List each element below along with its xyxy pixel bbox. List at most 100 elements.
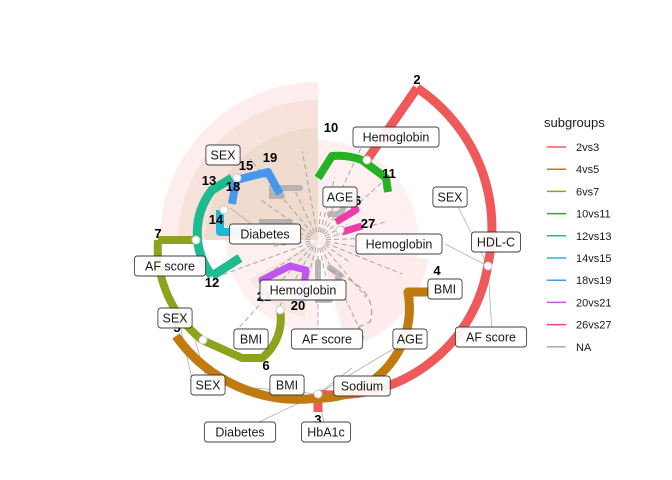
split-label: Hemoglobin: [355, 233, 443, 255]
connector-line: [317, 339, 409, 395]
split-label: Diabetes: [228, 223, 302, 245]
inner-spoke: [322, 245, 367, 298]
node-number: 3: [314, 412, 321, 427]
split-label-box: [203, 421, 277, 443]
node-number: 18: [226, 179, 240, 194]
legend: subgroups 2vs3 4vs5 6vs7 10vs11 12vs13 14vs15 1…: [544, 115, 611, 354]
split-label: Sodium: [333, 375, 391, 397]
legend-label: 12vs13: [576, 231, 611, 243]
legend-item: 18vs19: [547, 275, 611, 287]
node-dot: [335, 225, 345, 235]
split-label-box: [355, 233, 443, 255]
split-label: Diabetes: [203, 421, 277, 443]
split-label-text: HDL-C: [477, 236, 515, 250]
split-label: Hemoglobin: [352, 126, 440, 148]
legend-item: NA: [547, 342, 592, 354]
node-number: 4: [433, 263, 441, 278]
split-label-text: SEX: [162, 312, 188, 326]
inner-spoke: [323, 182, 383, 236]
legend-item: 14vs15: [547, 253, 611, 265]
node-dot: [275, 305, 285, 315]
legend-label: 14vs15: [576, 253, 611, 265]
split-label-box: [157, 307, 193, 329]
legend-label: 4vs5: [576, 164, 599, 176]
inner-spoke: [239, 245, 314, 328]
split-labels: Hemoglobin SEX AGE Hemoglobin SEX HDL-C Diabet…: [133, 126, 528, 443]
split-label-text: Hemoglobin: [366, 238, 433, 252]
legend-label: 20vs21: [576, 297, 611, 309]
node-dot: [313, 389, 323, 399]
connector-line: [444, 243, 489, 267]
edge-12vs13: [209, 254, 243, 280]
split-label-box: [228, 223, 302, 245]
background-bar: [206, 128, 318, 240]
split-label-box: [133, 255, 207, 277]
legend-item: 20vs21: [547, 297, 611, 309]
legend-label: 2vs3: [576, 142, 599, 154]
connector-line: [452, 196, 489, 267]
node-number: 19: [263, 150, 277, 165]
split-label-text: BMI: [434, 283, 456, 297]
legend-label: NA: [576, 342, 592, 354]
node-number: 12: [205, 275, 219, 290]
split-label: SEX: [157, 307, 193, 329]
split-label-box: [392, 328, 428, 350]
node-number: 20: [291, 298, 305, 313]
legend-label: 26vs27: [576, 320, 611, 332]
split-label-text: Diabetes: [215, 426, 264, 440]
split-label: SEX: [190, 374, 226, 396]
legend-item: 2vs3: [547, 142, 599, 154]
node-number: 6: [262, 358, 269, 373]
split-label-text: AF score: [302, 333, 352, 347]
split-label-text: BMI: [276, 379, 298, 393]
grey-dashed-edge: [329, 269, 373, 331]
node-number: 27: [361, 216, 375, 231]
legend-item: 12vs13: [547, 231, 611, 243]
split-label-text: SEX: [210, 149, 236, 163]
split-label-text: AF score: [145, 260, 195, 274]
split-label-box: [205, 144, 241, 166]
edge-2vs3: [363, 85, 421, 163]
inner-spoke: [306, 247, 317, 282]
split-label-box: [301, 421, 351, 443]
inner-spoke: [264, 244, 312, 277]
node-number: 11: [382, 166, 396, 181]
inner-spoke: [325, 221, 386, 239]
node-dot: [198, 335, 208, 345]
split-label-text: SEX: [195, 379, 221, 393]
split-label-box: [190, 374, 226, 396]
split-label-box: [432, 186, 468, 208]
split-label: SEX: [432, 186, 468, 208]
split-label: AF score: [454, 326, 528, 348]
split-label: HbA1c: [301, 421, 351, 443]
grey-edge: [269, 185, 303, 199]
node-dot: [219, 205, 229, 215]
node-dot: [483, 261, 493, 271]
split-label: BMI: [427, 278, 463, 300]
edge-10vs11: [314, 151, 392, 193]
node-dot: [362, 155, 372, 165]
split-label: AF score: [290, 328, 364, 350]
split-label-text: HbA1c: [307, 426, 345, 440]
split-label-box: [471, 231, 521, 253]
split-label-box: [352, 126, 440, 148]
split-label: AGE: [392, 328, 428, 350]
split-label-text: Diabetes: [240, 228, 289, 242]
split-label-text: Hemoglobin: [363, 131, 430, 145]
legend-label: 10vs11: [576, 209, 611, 221]
legend-label: 6vs7: [576, 186, 599, 198]
legend-item: 6vs7: [547, 186, 599, 198]
legend-item: 4vs5: [547, 164, 599, 176]
node-dots: [191, 155, 493, 399]
inner-spoke: [261, 200, 312, 236]
inner-spoke: [325, 242, 403, 275]
split-label-text: Sodium: [341, 380, 383, 394]
node-number: 10: [324, 120, 338, 135]
node-number: 14: [209, 212, 224, 227]
split-label-box: [269, 374, 305, 396]
split-label-box: [454, 326, 528, 348]
split-label-box: [259, 279, 347, 301]
split-label: AF score: [133, 255, 207, 277]
